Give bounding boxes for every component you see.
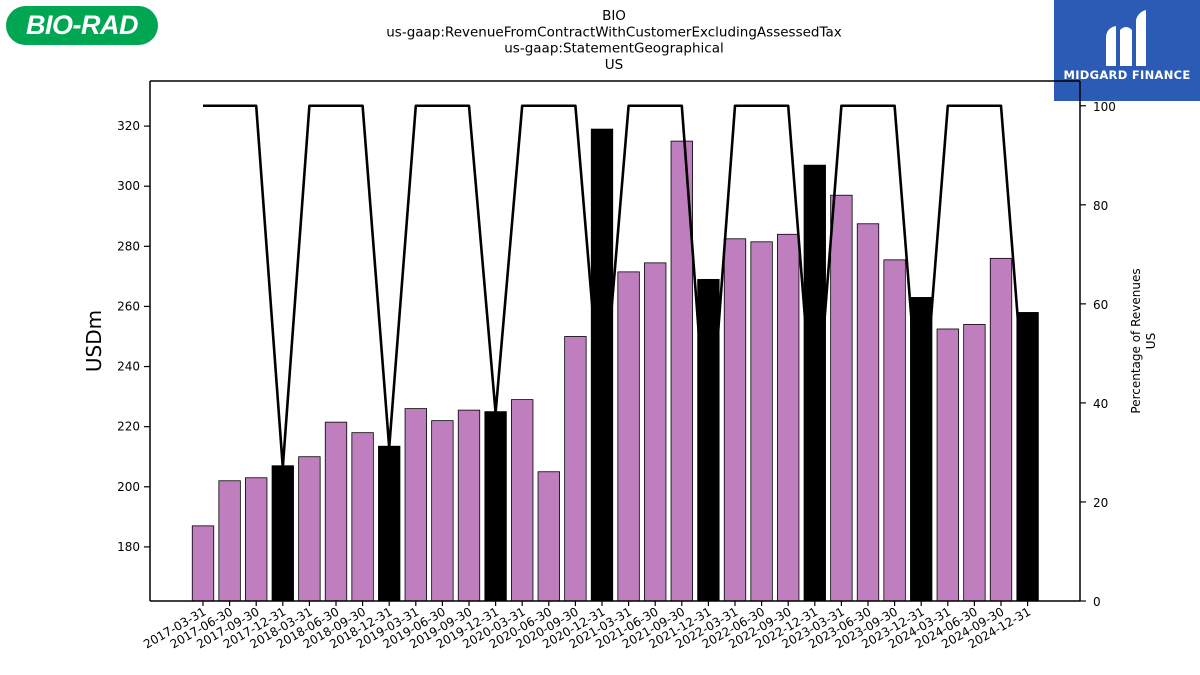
bar [590, 128, 614, 602]
bar [351, 432, 374, 602]
y2-tick-label: 40 [1093, 397, 1108, 411]
bar [644, 262, 667, 602]
bar [856, 223, 880, 602]
secondary-y-axis-label-line: US [1144, 333, 1158, 349]
y-tick-label: 220 [117, 420, 140, 434]
y-tick-label: 240 [117, 360, 140, 374]
y2-tick-label: 80 [1093, 199, 1108, 213]
y2-tick-label: 60 [1093, 298, 1108, 312]
x-axis-ticks: 2017-03-312017-06-302017-09-302017-12-31… [141, 601, 1033, 651]
left-y-axis-ticks: 180 200 220 240 260 280 300 320 [117, 119, 150, 554]
secondary-y-axis-label-line: Percentage of Revenues [1129, 268, 1143, 413]
percentage-line [203, 104, 1029, 469]
bar [404, 408, 427, 602]
bar [245, 477, 268, 602]
chart-title: BIOus-gaap:RevenueFromContractWithCustom… [386, 8, 842, 73]
bar [431, 420, 454, 602]
y-tick-label: 280 [117, 239, 140, 253]
secondary-y-axis-label-text: Percentage of RevenuesUS [1129, 268, 1158, 413]
chart-title-line: BIO [602, 8, 626, 24]
bar [537, 471, 560, 602]
bar [750, 241, 773, 602]
chart-axes [149, 80, 1081, 602]
bar [271, 465, 294, 602]
bar [617, 271, 640, 602]
bar [777, 233, 800, 602]
bar [191, 525, 215, 602]
bar [564, 336, 587, 602]
bio-rad-logo: BIO-RAD [6, 6, 158, 45]
secondary-y-axis-label: Percentage of RevenuesUS [1129, 268, 1158, 413]
y2-tick-label: 0 [1093, 595, 1101, 609]
bar [883, 259, 906, 602]
bio-rad-logo-text: BIO-RAD [26, 10, 139, 40]
y-tick-label: 300 [117, 179, 140, 193]
bar [723, 238, 747, 602]
bar [378, 445, 401, 602]
bar [457, 409, 481, 602]
bar [324, 421, 348, 602]
bar [697, 278, 720, 602]
bar-series [191, 128, 1039, 602]
y-tick-label: 320 [117, 119, 140, 133]
bar [484, 411, 507, 602]
bar [218, 480, 241, 602]
chart-title-line: us-gaap:RevenueFromContractWithCustomerE… [386, 24, 842, 40]
y-tick-label: 260 [117, 299, 140, 313]
bar [803, 164, 826, 602]
chart-title-line: US [605, 57, 623, 73]
percentage-line-series [203, 104, 1029, 469]
bar [989, 257, 1013, 602]
midgard-finance-logo-text: MIDGARD FINANCE [1063, 68, 1191, 82]
right-y-axis-ticks: 0 20 40 60 80 100 [1080, 100, 1116, 609]
chart-title-line: us-gaap:StatementGeographical [504, 41, 723, 57]
bar [298, 456, 321, 602]
bar [963, 324, 986, 602]
midgard-finance-logo: MIDGARD FINANCE [1054, 0, 1200, 101]
bar [936, 328, 959, 602]
midgard-mark-icon [1106, 10, 1146, 66]
y-tick-label: 180 [117, 540, 140, 554]
y-axis-label: USDm [82, 310, 106, 372]
bar [511, 399, 534, 602]
bar [830, 194, 853, 602]
y2-tick-label: 20 [1093, 496, 1108, 510]
y2-tick-label: 100 [1093, 100, 1116, 114]
y-tick-label: 200 [117, 480, 140, 494]
